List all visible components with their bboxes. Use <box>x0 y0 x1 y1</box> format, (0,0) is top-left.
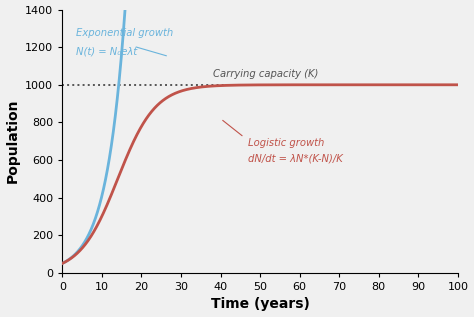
Text: Logistic growth: Logistic growth <box>248 138 325 148</box>
Text: Exponential growth: Exponential growth <box>76 28 173 38</box>
X-axis label: Time (years): Time (years) <box>210 297 310 311</box>
Text: dN/dt = λN*(K-N)/K: dN/dt = λN*(K-N)/K <box>248 153 343 163</box>
Text: Carrying capacity (K): Carrying capacity (K) <box>213 69 318 80</box>
Text: N(t) = N₀eλt: N(t) = N₀eλt <box>76 47 137 57</box>
Y-axis label: Population: Population <box>6 99 19 184</box>
